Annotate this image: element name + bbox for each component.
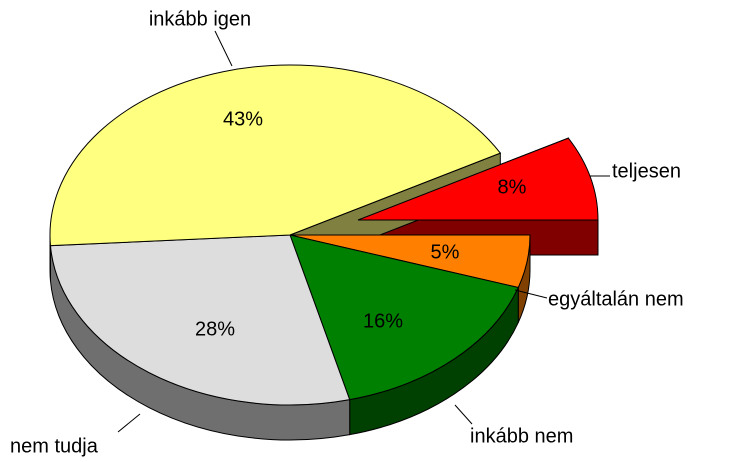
category-label: nem tudja (10, 435, 99, 457)
leader-line (454, 404, 473, 425)
slice (357, 137, 599, 221)
value-label: 28% (195, 318, 235, 340)
value-label: 8% (498, 176, 527, 198)
category-label: teljesen (612, 160, 681, 182)
category-label: inkább nem (470, 425, 573, 447)
value-label: 5% (431, 241, 460, 263)
slice (49, 234, 351, 406)
slice (289, 234, 519, 401)
leader-line (214, 30, 233, 67)
category-label: egyáltalán nem (548, 288, 684, 310)
leader-line (514, 289, 548, 299)
value-label: 16% (363, 310, 403, 332)
leader-line (117, 413, 141, 433)
value-label: 43% (223, 108, 263, 130)
slice (49, 64, 502, 247)
category-label: inkább igen (149, 8, 251, 30)
